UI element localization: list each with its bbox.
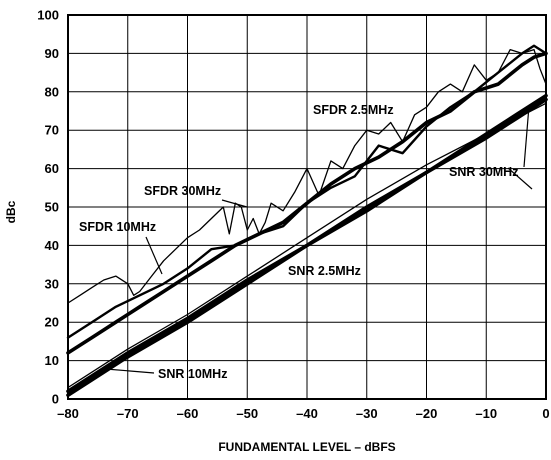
x-tick-label: –30 — [356, 406, 378, 421]
y-tick-label: 10 — [45, 353, 59, 368]
x-tick-label: –80 — [57, 406, 79, 421]
series-line-sfdr-2-5mhz — [66, 51, 548, 355]
x-tick-label: –10 — [475, 406, 497, 421]
pointer-sfdr-10mhz — [145, 236, 163, 275]
annotation-sfdr-10mhz: SFDR 10MHz — [79, 220, 156, 234]
y-tick-label: 20 — [45, 315, 59, 330]
y-tick-label: 0 — [52, 392, 59, 407]
x-tick-label: –20 — [416, 406, 438, 421]
pointer-sfdr-30mhz — [221, 199, 248, 208]
x-tick-label: 0 — [542, 406, 549, 421]
x-tick-label: –50 — [236, 406, 258, 421]
series-line-snr-10mhz — [66, 97, 548, 397]
annotation-sfdr-2-5mhz: SFDR 2.5MHz — [313, 103, 394, 117]
annotation-snr-10mhz: SNR 10MHz — [158, 367, 227, 381]
y-tick-label: 100 — [37, 8, 59, 23]
pointer-snr-10mhz — [105, 368, 155, 374]
annotation-sfdr-30mhz: SFDR 30MHz — [144, 184, 221, 198]
x-axis-title: FUNDAMENTAL LEVEL – dBFS — [218, 440, 395, 454]
y-tick-label: 80 — [45, 84, 59, 99]
series-layer — [66, 44, 548, 397]
annotation-snr-2-5mhz: SNR 2.5MHz — [288, 264, 361, 278]
y-tick-label: 90 — [45, 46, 59, 61]
y-tick-label: 30 — [45, 276, 59, 291]
pointer-sfdr-2-5mhz — [507, 167, 533, 190]
annotation-snr-30mhz: SNR 30MHz — [449, 165, 518, 179]
pointer-snr-30mhz — [523, 105, 530, 168]
grid — [67, 14, 547, 400]
y-axis-title: dBc — [4, 200, 18, 223]
y-tick-label: 60 — [45, 161, 59, 176]
y-tick-label: 40 — [45, 238, 59, 253]
tick-labels: –80 –70 –60 –50 –40 –30 –20 –10 0 0 10 20 30 40 50 60 70… — [37, 8, 549, 422]
y-tick-label: 50 — [45, 200, 59, 215]
plot-frame — [67, 14, 547, 400]
y-tick-label: 70 — [45, 123, 59, 138]
x-tick-label: –60 — [177, 406, 199, 421]
x-tick-label: –70 — [117, 406, 139, 421]
series-line-sfdr-30mhz — [67, 48, 547, 304]
x-tick-label: –40 — [296, 406, 318, 421]
